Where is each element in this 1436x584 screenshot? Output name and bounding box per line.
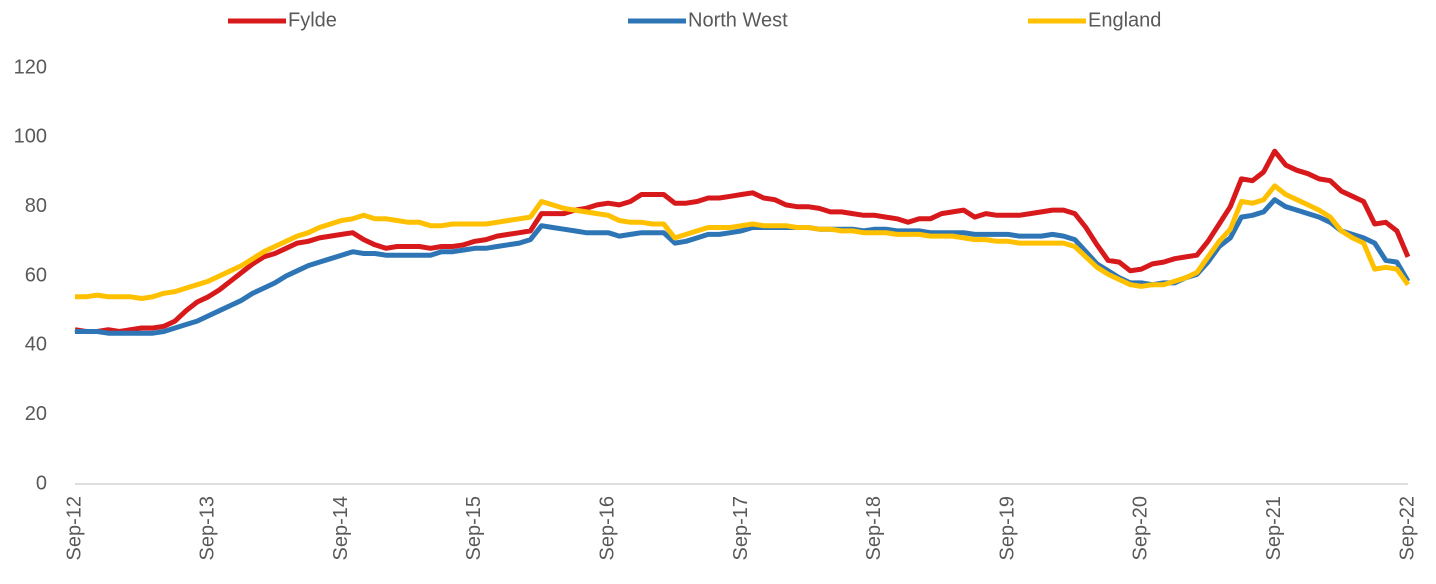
x-tick-label: Sep-12 xyxy=(63,496,85,561)
x-tick-label: Sep-17 xyxy=(730,496,752,561)
legend-label: England xyxy=(1088,9,1161,31)
x-tick-label: Sep-18 xyxy=(863,496,885,561)
legend-label: North West xyxy=(688,9,788,31)
x-tick-label: Sep-16 xyxy=(596,496,618,561)
x-tick-label: Sep-19 xyxy=(996,496,1018,561)
y-tick-label: 0 xyxy=(36,472,47,494)
x-tick-label: Sep-20 xyxy=(1130,496,1152,561)
y-tick-label: 80 xyxy=(25,195,47,217)
x-tick-label: Sep-13 xyxy=(197,496,219,561)
x-tick-label: Sep-22 xyxy=(1396,496,1418,561)
x-tick-label: Sep-15 xyxy=(463,496,485,561)
x-tick-label: Sep-21 xyxy=(1263,496,1285,561)
y-tick-label: 60 xyxy=(25,264,47,286)
y-tick-label: 40 xyxy=(25,334,47,356)
y-tick-label: 100 xyxy=(14,126,47,148)
y-tick-label: 20 xyxy=(25,403,47,425)
series-line xyxy=(75,183,1411,301)
series-line xyxy=(75,197,1411,336)
series-line xyxy=(74,148,1411,334)
x-tick-label: Sep-14 xyxy=(330,496,352,561)
y-tick-label: 120 xyxy=(14,56,47,78)
legend-label: Fylde xyxy=(288,9,337,31)
